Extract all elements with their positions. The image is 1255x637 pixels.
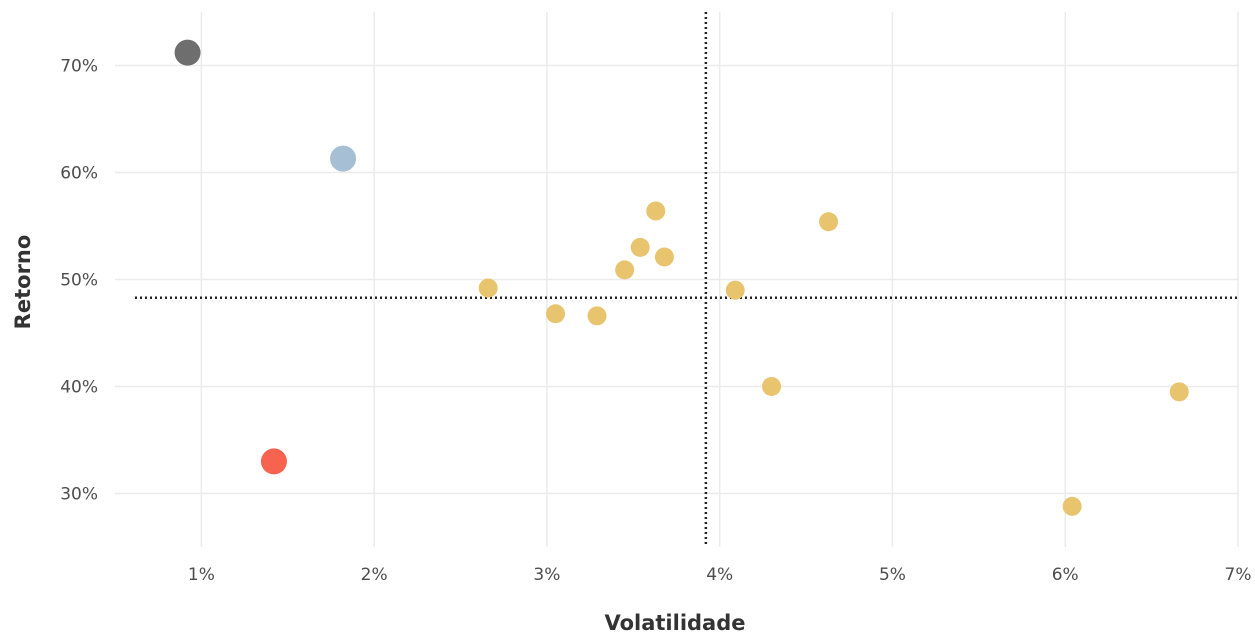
data-point <box>174 39 201 66</box>
data-point <box>630 237 650 257</box>
x-axis-ticks: 1% 2% 3% 4% 5% 6% 7% <box>188 565 1252 585</box>
y-tick-label: 70% <box>60 57 98 77</box>
reference-lines <box>135 12 1238 547</box>
y-axis-ticks: 30% 40% 50% 60% 70% <box>60 57 98 505</box>
y-tick-label: 40% <box>60 378 98 398</box>
data-point <box>646 201 666 221</box>
data-points <box>174 39 1189 516</box>
data-point <box>1062 496 1082 516</box>
data-point <box>330 145 357 172</box>
data-point <box>260 448 287 475</box>
x-axis-title: Volatilidade <box>604 611 745 635</box>
data-point <box>654 247 674 267</box>
x-tick-label: 7% <box>1225 565 1252 585</box>
y-tick-label: 30% <box>60 485 98 505</box>
data-point <box>615 260 635 280</box>
data-point <box>587 306 607 326</box>
grid-lines <box>115 12 1239 547</box>
data-point <box>819 212 839 232</box>
data-point <box>546 304 566 324</box>
data-point <box>762 377 782 396</box>
y-tick-label: 50% <box>60 271 98 291</box>
y-tick-label: 60% <box>60 164 98 184</box>
x-tick-label: 5% <box>879 565 906 585</box>
data-point <box>478 278 498 298</box>
x-tick-label: 1% <box>188 565 215 585</box>
data-point <box>725 280 745 300</box>
x-tick-label: 4% <box>706 565 733 585</box>
x-tick-label: 2% <box>361 565 388 585</box>
y-axis-title: Retorno <box>11 235 35 330</box>
x-tick-label: 6% <box>1052 565 1079 585</box>
x-tick-label: 3% <box>533 565 560 585</box>
data-point <box>1169 382 1189 402</box>
